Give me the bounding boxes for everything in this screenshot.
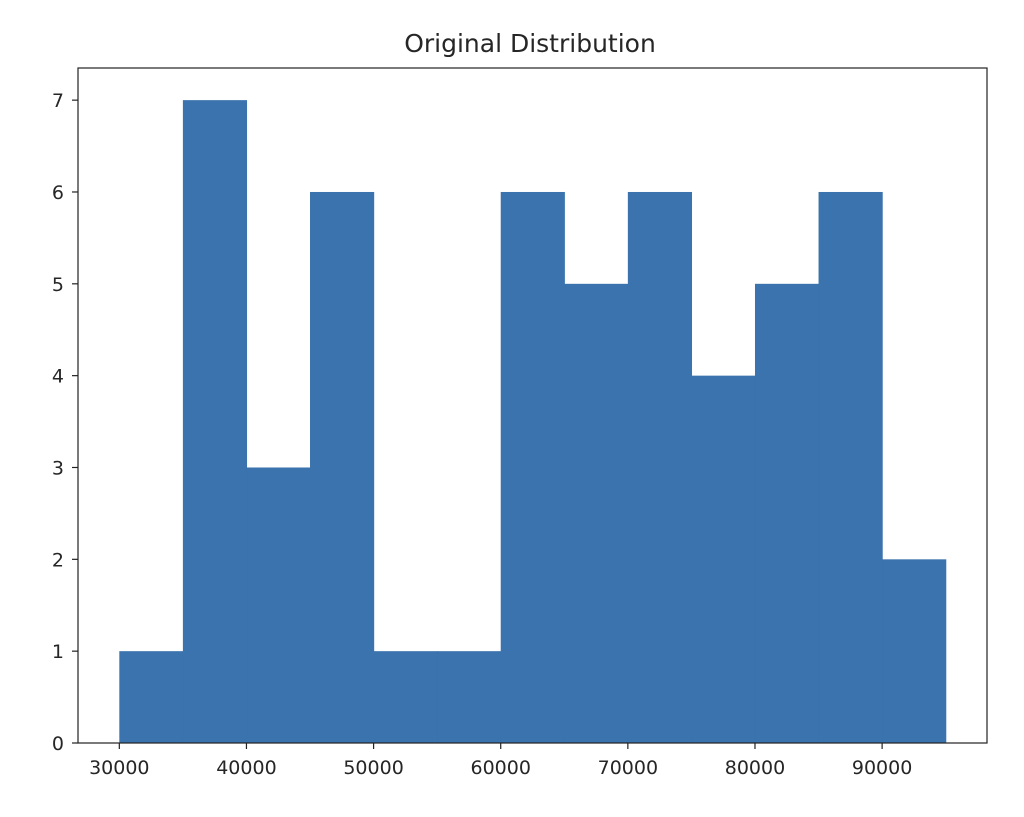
- histogram-bar-7: [564, 283, 629, 743]
- histogram-bar-6: [500, 191, 565, 743]
- x-tick-label: 60000: [470, 757, 530, 779]
- x-tick-label: 80000: [725, 757, 785, 779]
- y-tick-label: 5: [52, 274, 64, 296]
- histogram-bar-9: [691, 375, 756, 743]
- histogram-bar-1: [182, 100, 248, 743]
- x-tick-label: 50000: [343, 757, 403, 779]
- histogram-bar-2: [246, 467, 311, 743]
- histogram-bar-12: [882, 559, 947, 743]
- histogram-bar-4: [373, 651, 438, 743]
- x-tick-label: 40000: [216, 757, 276, 779]
- histogram-bar-0: [119, 651, 184, 743]
- y-tick-label: 0: [52, 733, 64, 755]
- chart-title: Original Distribution: [404, 29, 656, 58]
- histogram-bar-8: [627, 191, 693, 743]
- histogram-bar-3: [310, 191, 375, 743]
- y-tick-label: 2: [52, 549, 64, 571]
- histogram-bar-11: [818, 191, 883, 743]
- plot-frame: [77, 67, 988, 744]
- histogram-bar-10: [754, 283, 820, 743]
- x-tick-label: 30000: [89, 757, 149, 779]
- x-tick-label: 70000: [598, 757, 658, 779]
- x-tick-label: 90000: [852, 757, 912, 779]
- y-tick-label: 6: [52, 182, 64, 204]
- y-tick-label: 7: [52, 90, 64, 112]
- bars-layer: [119, 100, 947, 743]
- histogram-bar-5: [437, 651, 502, 743]
- y-tick-label: 1: [52, 641, 64, 663]
- axes-layer: 30000 40000 50000 60000 70000 80000 90000 0 1 2 3 4…: [52, 67, 988, 779]
- y-tick-label: 4: [52, 366, 64, 388]
- y-tick-label: 3: [52, 457, 64, 479]
